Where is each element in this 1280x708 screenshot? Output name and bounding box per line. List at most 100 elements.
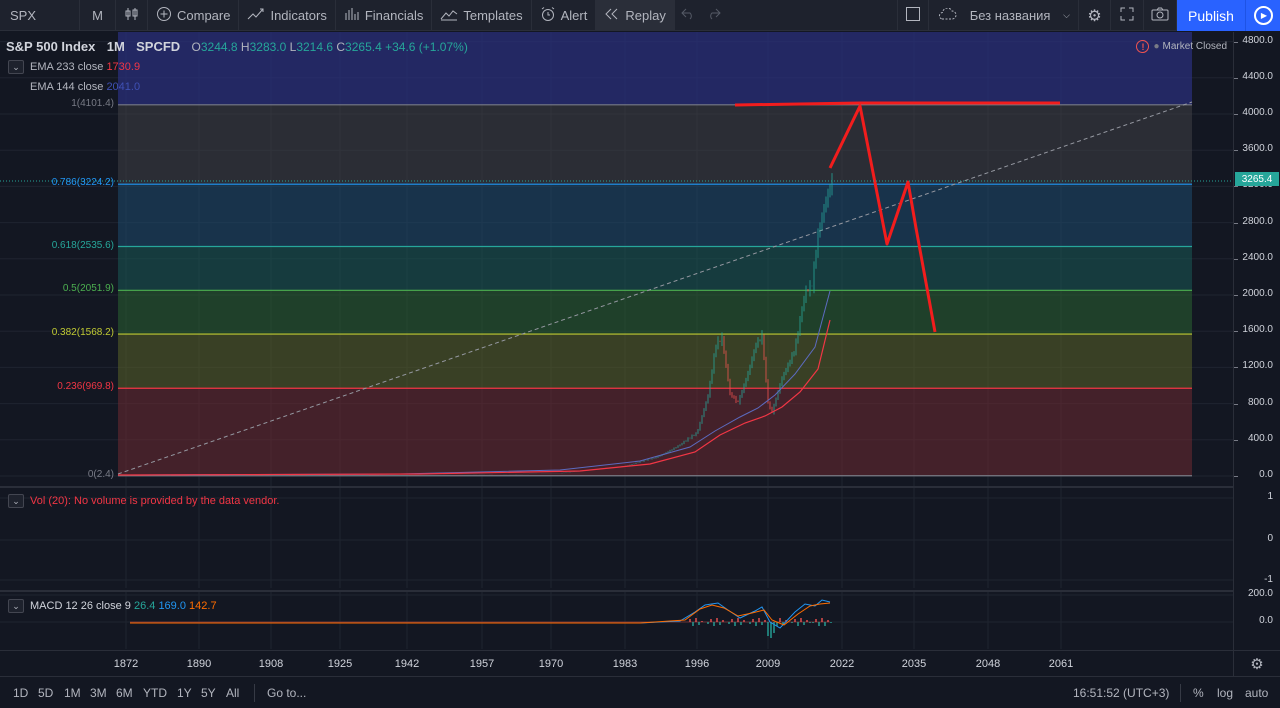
undo-button[interactable]	[675, 0, 701, 31]
price-label: 4800.0	[1242, 34, 1273, 46]
play-icon: ▶	[1253, 6, 1273, 25]
range-button-ytd[interactable]: YTD	[143, 686, 167, 700]
range-button-1y[interactable]: 1Y	[177, 686, 192, 700]
ema-144-value: 2041.0	[106, 81, 141, 93]
templates-icon	[440, 7, 458, 24]
range-button-1m[interactable]: 1M	[64, 686, 81, 700]
price-label: 2400.0	[1242, 251, 1273, 263]
time-label: 1996	[684, 658, 710, 670]
price-tick	[1234, 222, 1238, 224]
macd-histogram	[689, 618, 832, 638]
market-status[interactable]: ! ● Market Closed	[1136, 40, 1227, 53]
range-button-all[interactable]: All	[226, 686, 240, 700]
plus-circle-icon	[156, 6, 172, 25]
price-tick	[1234, 186, 1238, 188]
interval-button[interactable]: M	[80, 0, 116, 31]
templates-button[interactable]: Templates	[432, 0, 532, 31]
layout-select-button[interactable]	[897, 0, 929, 31]
publish-button[interactable]: Publish	[1177, 0, 1245, 31]
symbol-search-button[interactable]: SPX	[0, 0, 80, 31]
range-button-1d[interactable]: 1D	[13, 686, 29, 700]
ema-144-legend[interactable]: EMA 144 close 2041.0	[30, 81, 140, 93]
price-chart[interactable]	[0, 32, 1233, 486]
range-button-6m[interactable]: 6M	[116, 686, 133, 700]
price-tick	[1234, 367, 1238, 369]
volume-legend[interactable]: ⌄ Vol (20): No volume is provided by the…	[8, 494, 279, 508]
macd-value-2: 169.0	[158, 600, 186, 612]
alert-label: Alert	[560, 7, 588, 23]
pane-separator[interactable]	[0, 486, 1280, 488]
high-key: H	[240, 40, 250, 54]
cloud-icon	[937, 7, 957, 23]
indicators-button[interactable]: Indicators	[239, 0, 336, 31]
fullscreen-button[interactable]	[1111, 0, 1144, 31]
ema-233-legend[interactable]: ⌄ EMA 233 close 1730.9	[8, 60, 140, 74]
main-chart-pane[interactable]: S&P 500 Index 1M SPCFD O3244.8 H3283.0 L…	[0, 32, 1233, 486]
fib-retracement-lines	[118, 104, 1192, 477]
range-button-5d[interactable]: 5D	[38, 686, 54, 700]
indicators-label: Indicators	[270, 7, 327, 23]
financials-button[interactable]: Financials	[336, 0, 433, 31]
play-button[interactable]: ▶	[1245, 0, 1280, 31]
goto-date-button[interactable]: Go to...	[267, 686, 307, 700]
time-label: 1872	[113, 658, 139, 670]
volume-pane[interactable]: ⌄ Vol (20): No volume is provided by the…	[0, 488, 1233, 588]
close-value: 3265.4	[345, 40, 382, 54]
chevron-down-icon[interactable]: ⌄	[8, 60, 24, 74]
redo-button[interactable]	[701, 0, 727, 31]
time-label: 1970	[538, 658, 564, 670]
price-label: 2800.0	[1242, 215, 1273, 227]
symbol-label: SPX	[10, 7, 37, 23]
trend-line[interactable]	[117, 101, 1193, 475]
pane-separator[interactable]	[0, 590, 1280, 592]
price-scale[interactable]: 4800.04400.04000.03600.03200.02800.02400…	[1233, 32, 1280, 650]
time-label: 1983	[612, 658, 638, 670]
open-value: 3244.8	[200, 40, 238, 54]
auto-toggle[interactable]: auto	[1245, 686, 1269, 700]
time-label: 2022	[829, 658, 855, 670]
snapshot-button[interactable]	[1144, 0, 1177, 31]
price-tick	[1234, 41, 1238, 43]
chevron-down-icon[interactable]: ⌄	[8, 494, 24, 508]
alert-button[interactable]: Alert	[532, 0, 597, 31]
replay-label: Replay	[625, 7, 666, 23]
macd-pane[interactable]: ⌄ MACD 12 26 close 9 26.4 169.0 142.7	[0, 592, 1233, 649]
fib-band	[118, 334, 1192, 389]
clock-time[interactable]: 16:51:52 (UTC+3)	[1073, 686, 1170, 700]
interval-label: M	[92, 7, 103, 23]
layout-name-button[interactable]: Без названия ⌵	[929, 0, 1079, 31]
volume-scale-label: 0	[1267, 533, 1273, 544]
macd-line	[130, 599, 831, 629]
range-button-3m[interactable]: 3M	[90, 686, 107, 700]
drawing-top-line[interactable]	[734, 101, 1060, 107]
alarm-clock-icon	[540, 6, 556, 25]
range-button-5y[interactable]: 5Y	[201, 686, 216, 700]
templates-label: Templates	[463, 7, 523, 23]
macd-chart	[0, 592, 1233, 649]
macd-legend[interactable]: ⌄ MACD 12 26 close 9 26.4 169.0 142.7	[8, 599, 217, 613]
legend-interval: 1M	[106, 39, 125, 54]
price-label: 1200.0	[1242, 360, 1273, 372]
rewind-icon	[604, 8, 620, 23]
price-tick	[1234, 77, 1238, 79]
price-tick	[1234, 150, 1238, 152]
price-tick	[1234, 331, 1238, 333]
replay-button[interactable]: Replay	[596, 0, 675, 31]
settings-button[interactable]: ⚙	[1079, 0, 1111, 31]
drawing-projection-path[interactable]	[828, 104, 937, 333]
price-tick	[1234, 114, 1238, 115]
chevron-down-icon[interactable]: ⌄	[8, 599, 24, 613]
time-label: 1908	[258, 658, 284, 670]
compare-button[interactable]: Compare	[148, 0, 240, 31]
chart-type-button[interactable]	[116, 0, 148, 31]
layout-square-icon	[905, 6, 921, 25]
percent-toggle[interactable]: %	[1193, 686, 1204, 700]
log-toggle[interactable]: log	[1217, 686, 1234, 700]
chevron-down-icon: ⌵	[1063, 10, 1070, 20]
gear-icon: ⚙	[1087, 7, 1102, 25]
time-axis[interactable]: 1872 1890 1908 1925 1942 1957 1970 1983 1996 2009…	[0, 650, 1233, 676]
symbol-title[interactable]: S&P 500 Index	[6, 39, 96, 54]
axis-settings-button[interactable]: ⚙	[1233, 650, 1280, 676]
macd-value-3: 142.7	[189, 600, 217, 612]
ema-233-value: 1730.9	[106, 61, 141, 73]
